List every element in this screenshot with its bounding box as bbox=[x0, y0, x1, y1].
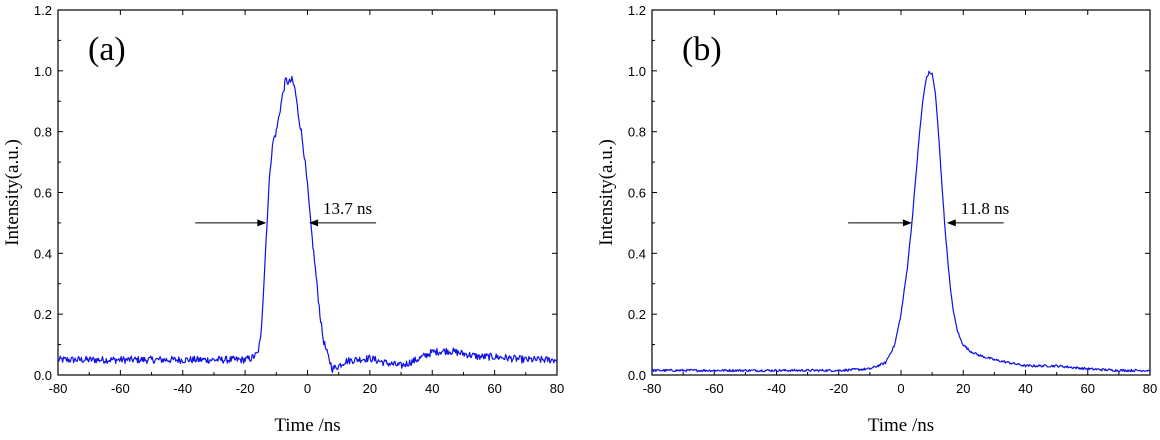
y-tick-label: 0.2 bbox=[628, 307, 646, 322]
x-tick-label: 0 bbox=[897, 381, 904, 396]
y-tick-label: 0.2 bbox=[34, 307, 52, 322]
fwhm-left-arrowhead bbox=[257, 219, 267, 227]
x-tick-label: 20 bbox=[956, 381, 970, 396]
x-tick-label: 60 bbox=[1081, 381, 1095, 396]
y-tick-label: 1.2 bbox=[628, 3, 646, 18]
plot-frame bbox=[57, 9, 558, 376]
plot-frame bbox=[651, 9, 1151, 376]
x-tick-label: 80 bbox=[550, 381, 564, 396]
x-axis-title: Time /ns bbox=[274, 415, 340, 436]
x-tick-label: -40 bbox=[173, 381, 192, 396]
panel-a-chart: -80 -60 -40 -20 0 20 40 60 80 0.0 0.2 0.4 0.6 0.8 1.0 1… bbox=[2, 3, 564, 436]
x-tick-label: -20 bbox=[829, 381, 848, 396]
y-axis-title: Intensity(a.u.) bbox=[2, 139, 23, 246]
series-line bbox=[57, 75, 558, 373]
y-tick-label: 0.8 bbox=[628, 125, 646, 140]
y-tick-label: 0.0 bbox=[628, 368, 646, 383]
fwhm-label: 13.7 ns bbox=[323, 199, 372, 218]
x-tick-label: -80 bbox=[49, 381, 68, 396]
panel-label: (b) bbox=[682, 31, 722, 68]
y-tick-label: 0.0 bbox=[34, 368, 52, 383]
y-tick-label: 1.2 bbox=[34, 3, 52, 18]
y-axis-title: Intensity(a.u.) bbox=[596, 139, 617, 246]
fwhm-left-arrowhead bbox=[902, 219, 912, 227]
y-tick-label: 1.0 bbox=[628, 64, 646, 79]
x-tick-label: 80 bbox=[1143, 381, 1157, 396]
fwhm-right-arrowhead bbox=[309, 219, 319, 227]
y-tick-label: 0.8 bbox=[34, 125, 52, 140]
y-tick-label: 0.6 bbox=[628, 186, 646, 201]
y-tick-label: 0.4 bbox=[628, 246, 646, 261]
panel-b-chart: -80 -60 -40 -20 0 20 40 60 80 0.0 0.2 0.4 0.6 0.8 1.0 1… bbox=[596, 3, 1157, 436]
y-tick-label: 0.6 bbox=[34, 186, 52, 201]
x-tick-label: -80 bbox=[643, 381, 662, 396]
y-tick-label: 1.0 bbox=[34, 64, 52, 79]
x-tick-label: -40 bbox=[767, 381, 786, 396]
x-tick-label: 0 bbox=[304, 381, 311, 396]
x-tick-label: -60 bbox=[111, 381, 130, 396]
panel-label: (a) bbox=[88, 31, 126, 68]
x-tick-label: 60 bbox=[487, 381, 501, 396]
y-tick-label: 0.4 bbox=[34, 246, 52, 261]
fwhm-label: 11.8 ns bbox=[961, 199, 1010, 218]
x-tick-label: 40 bbox=[425, 381, 439, 396]
x-tick-label: -60 bbox=[705, 381, 724, 396]
fwhm-right-arrowhead bbox=[946, 219, 956, 227]
x-tick-label: 40 bbox=[1018, 381, 1032, 396]
x-axis-title: Time /ns bbox=[868, 415, 934, 436]
x-tick-label: -20 bbox=[236, 381, 255, 396]
x-tick-label: 20 bbox=[363, 381, 377, 396]
series-line bbox=[651, 70, 1151, 373]
